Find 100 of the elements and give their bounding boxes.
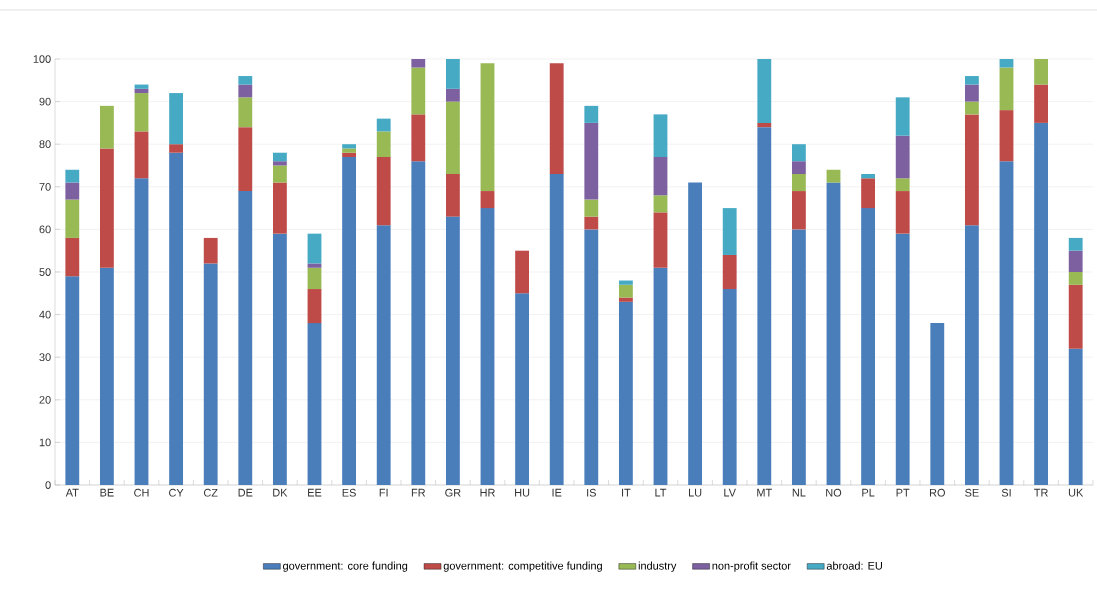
bar: [445, 216, 460, 485]
bar: [653, 212, 668, 268]
bar: [584, 229, 599, 485]
bar: [757, 122, 772, 128]
x-tick-label: ES: [342, 488, 356, 497]
bar: [272, 152, 287, 162]
bar: [999, 161, 1014, 485]
bar: [307, 267, 322, 290]
legend-label: government: core funding: [283, 561, 408, 572]
y-tick-label: 50: [39, 268, 51, 276]
bar: [964, 114, 979, 226]
bar: [411, 161, 426, 485]
bar: [307, 289, 322, 324]
bar: [134, 178, 149, 485]
bar: [203, 263, 218, 485]
bar: [722, 208, 737, 255]
x-tick-label: GR: [445, 488, 461, 497]
bar: [238, 84, 253, 98]
bar: [618, 297, 633, 302]
bar: [445, 59, 460, 89]
bar: [238, 127, 253, 192]
bar: [65, 276, 80, 485]
bar: [1068, 284, 1083, 349]
y-tick-label: 60: [39, 225, 51, 234]
x-tick-label: AT: [65, 488, 79, 497]
bar: [791, 174, 806, 192]
bar: [169, 93, 184, 145]
bar: [376, 156, 391, 226]
x-tick-label: SE: [965, 488, 979, 497]
bar: [895, 191, 910, 234]
bar: [307, 233, 322, 264]
bar: [376, 131, 391, 157]
bar: [203, 237, 218, 264]
bar: [411, 114, 426, 162]
x-tick-label: DE: [238, 488, 253, 497]
bar: [65, 169, 80, 183]
bar: [653, 195, 668, 213]
bar: [1068, 348, 1083, 485]
y-tick-label: 20: [39, 395, 51, 404]
bar: [999, 67, 1014, 111]
bar: [1034, 59, 1049, 85]
bar: [895, 178, 910, 192]
bar: [307, 323, 322, 485]
bar: [1034, 84, 1049, 123]
bar: [272, 161, 287, 166]
x-tick-label: UK: [1068, 488, 1084, 497]
legend-label: industry: [638, 561, 677, 572]
bar: [653, 156, 668, 196]
bar: [584, 122, 599, 200]
y-tick-label: 0: [45, 481, 51, 489]
bar: [895, 97, 910, 136]
bar: [757, 59, 772, 123]
bar: [238, 76, 253, 85]
x-tick-label: LT: [655, 488, 667, 497]
bar: [376, 118, 391, 132]
legend-label: non-profit sector: [712, 561, 791, 572]
y-tick-label: 80: [39, 140, 51, 149]
x-tick-label: HR: [480, 488, 495, 497]
bar: [1034, 122, 1049, 485]
bar: [65, 199, 80, 238]
bar: [342, 152, 357, 157]
bar: [618, 284, 633, 298]
bar: [826, 169, 841, 183]
bar: [722, 254, 737, 290]
bar: [445, 88, 460, 102]
x-tick-label: LV: [724, 488, 736, 497]
bar: [480, 63, 495, 192]
y-tick-label: 70: [39, 182, 51, 191]
x-tick-label: DK: [273, 488, 288, 497]
bar: [480, 191, 495, 209]
bar: [791, 191, 806, 230]
bar: [722, 289, 737, 485]
y-tick-label: 100: [33, 55, 51, 63]
bar: [549, 63, 564, 175]
bar: [964, 225, 979, 485]
bar: [861, 178, 876, 209]
bar: [618, 280, 633, 285]
x-tick-label: NO: [826, 488, 842, 497]
bar: [134, 93, 149, 132]
x-tick-label: BE: [100, 488, 114, 497]
bar: [411, 59, 426, 68]
bar: [65, 182, 80, 200]
bar: [99, 105, 114, 149]
bar: [342, 156, 357, 485]
bar: [999, 110, 1014, 162]
x-tick-label: SI: [1001, 488, 1011, 497]
bar: [1068, 272, 1083, 285]
bar: [307, 263, 322, 268]
bar: [791, 229, 806, 485]
bar: [515, 293, 530, 485]
bar: [895, 233, 910, 485]
y-tick-label: 10: [39, 438, 51, 447]
x-tick-label: LU: [689, 488, 702, 497]
x-tick-label: FR: [411, 488, 426, 497]
bar: [65, 237, 80, 277]
x-tick-label: NL: [792, 488, 806, 497]
x-tick-label: EE: [308, 488, 322, 497]
x-tick-label: CH: [134, 488, 149, 497]
bar: [930, 323, 945, 485]
bar: [411, 67, 426, 115]
